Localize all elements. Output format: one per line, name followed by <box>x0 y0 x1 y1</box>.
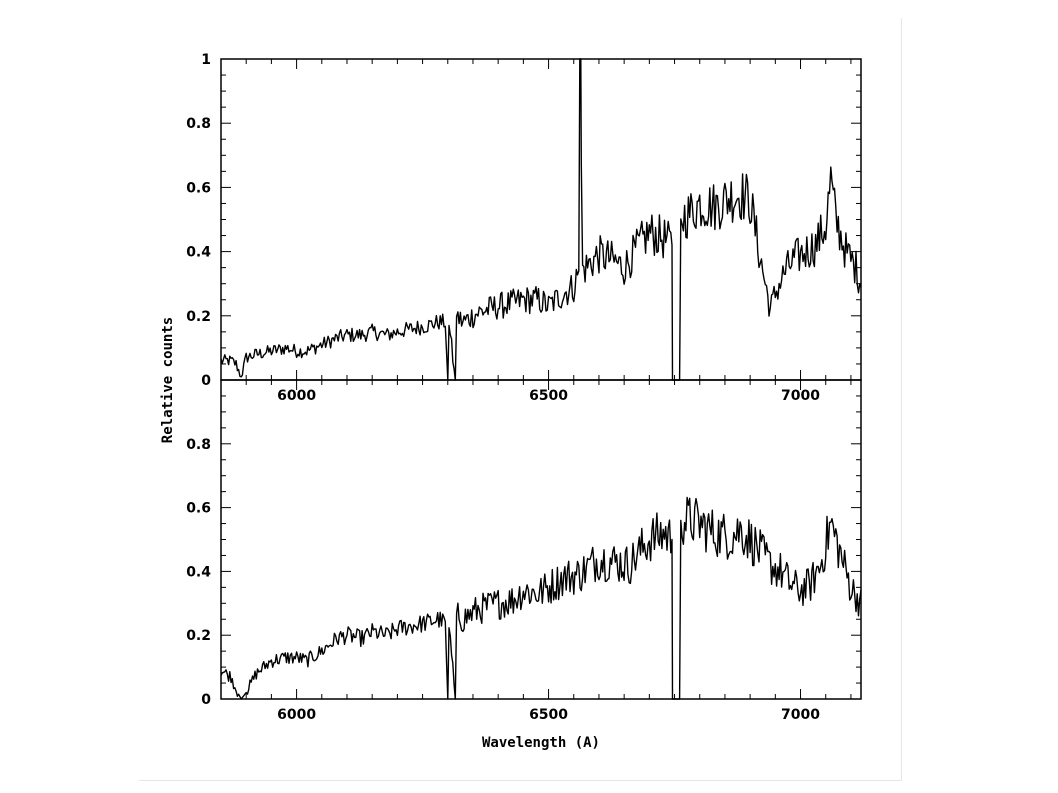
bottom-x-tick-label: 7000 <box>781 707 820 723</box>
bottom-panel: 6000 6500 7000 0 0.2 0.4 0.6 0.8 <box>186 379 862 723</box>
bottom-y-tick-label: 0 <box>201 692 211 708</box>
top-y-tick-label: 0.2 <box>186 309 211 325</box>
top-y-tick-label: 0 <box>201 373 211 389</box>
y-axis-label: Relative counts <box>160 317 176 443</box>
top-y-tick-label: 1 <box>201 52 211 68</box>
bottom-y-tick-label: 0.6 <box>186 501 211 517</box>
bottom-plot-frame <box>220 379 862 700</box>
top-plot-frame <box>220 58 862 381</box>
bottom-y-tick-label: 0.4 <box>186 564 211 580</box>
x-axis-label: Wavelength (A) <box>482 735 600 751</box>
top-x-tick-label: 6500 <box>529 388 568 404</box>
bottom-spectrum-line <box>220 496 862 700</box>
top-spectrum-line <box>220 58 862 381</box>
bottom-y-tick-label: 0.2 <box>186 628 211 644</box>
top-y-tick-label: 0.4 <box>186 245 211 261</box>
top-y-tick-label: 0.8 <box>186 116 211 132</box>
bottom-x-tick-label: 6000 <box>277 707 316 723</box>
figure-frame <box>139 18 902 781</box>
top-panel: 6000 6500 7000 0 0.2 0.4 0.6 0.8 1 <box>186 52 862 404</box>
top-x-tick-label: 7000 <box>781 388 820 404</box>
top-y-tick-label: 0.6 <box>186 180 211 196</box>
bottom-x-tick-label: 6500 <box>529 707 568 723</box>
top-x-tick-label: 6000 <box>277 388 316 404</box>
bottom-y-tick-label: 0.8 <box>186 437 211 453</box>
